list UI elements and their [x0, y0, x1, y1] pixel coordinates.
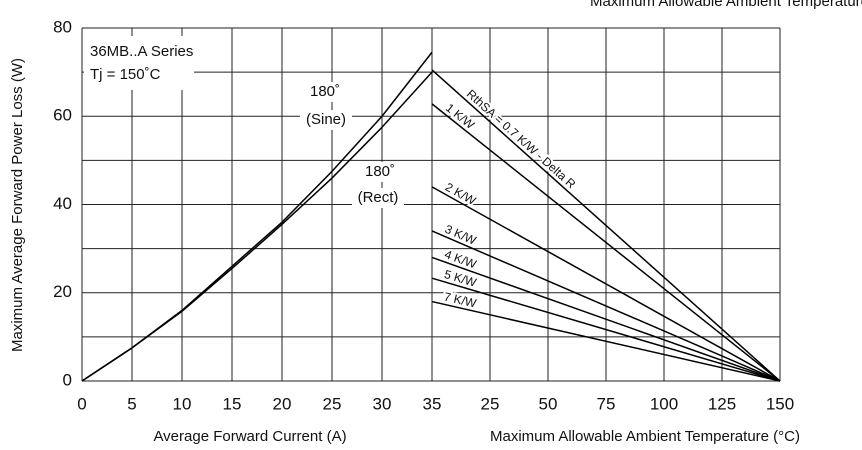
- x-tick-label: 25: [323, 394, 342, 413]
- y-axis-title: Maximum Average Forward Power Loss (W): [9, 58, 26, 352]
- annotation: (Sine): [306, 111, 346, 128]
- x-tick-label: 100: [650, 394, 678, 413]
- y-tick-label: 0: [63, 370, 72, 389]
- x-tick-label: 5: [127, 394, 136, 413]
- annotation: Tj = 150˚C: [90, 66, 161, 83]
- annotation: (Rect): [358, 189, 399, 206]
- series-label: 2 K/W: [443, 180, 479, 208]
- x-tick-label: 35: [423, 394, 442, 413]
- annotation: 36MB..A Series: [90, 43, 193, 60]
- x-tick-label: 50: [539, 394, 558, 413]
- x-tick-label: 20: [273, 394, 292, 413]
- x-axis-title: Average Forward Current (A): [153, 428, 346, 445]
- x-tick-label: 25: [481, 394, 500, 413]
- series-line: [431, 256, 781, 382]
- x-tick-label: 30: [373, 394, 392, 413]
- x-tick-label: 0: [77, 394, 86, 413]
- x-tick-label: 75: [597, 394, 616, 413]
- series-line: [431, 230, 781, 382]
- x-tick-label: 15: [223, 394, 242, 413]
- series-line: [81, 71, 433, 382]
- y-tick-label: 40: [53, 194, 72, 213]
- x-axis-title: Maximum Allowable Ambient Temperature (°…: [490, 428, 800, 445]
- y-tick-label: 80: [53, 17, 72, 36]
- annotation-bg: [354, 162, 406, 182]
- series-line: [431, 277, 781, 382]
- x-tick-label: 125: [708, 394, 736, 413]
- series-line: [431, 300, 781, 382]
- series-line: [431, 69, 781, 382]
- x-tick-label: 150: [766, 394, 794, 413]
- series-line: [431, 186, 781, 382]
- annotation: 180˚: [365, 163, 395, 180]
- annotation-bg: [299, 82, 351, 102]
- annotation: 180˚: [310, 83, 340, 100]
- y-tick-label: 60: [53, 106, 72, 125]
- series-line: [81, 51, 433, 382]
- annotation-bg: [300, 110, 352, 130]
- cropped-axis-title: Maximum Allowable Ambient Temperature (°…: [590, 0, 862, 10]
- annotation-box: [84, 36, 194, 90]
- series-line: [431, 103, 781, 382]
- y-tick-label: 20: [53, 282, 72, 301]
- annotation-bg: [352, 188, 404, 208]
- x-tick-label: 10: [173, 394, 192, 413]
